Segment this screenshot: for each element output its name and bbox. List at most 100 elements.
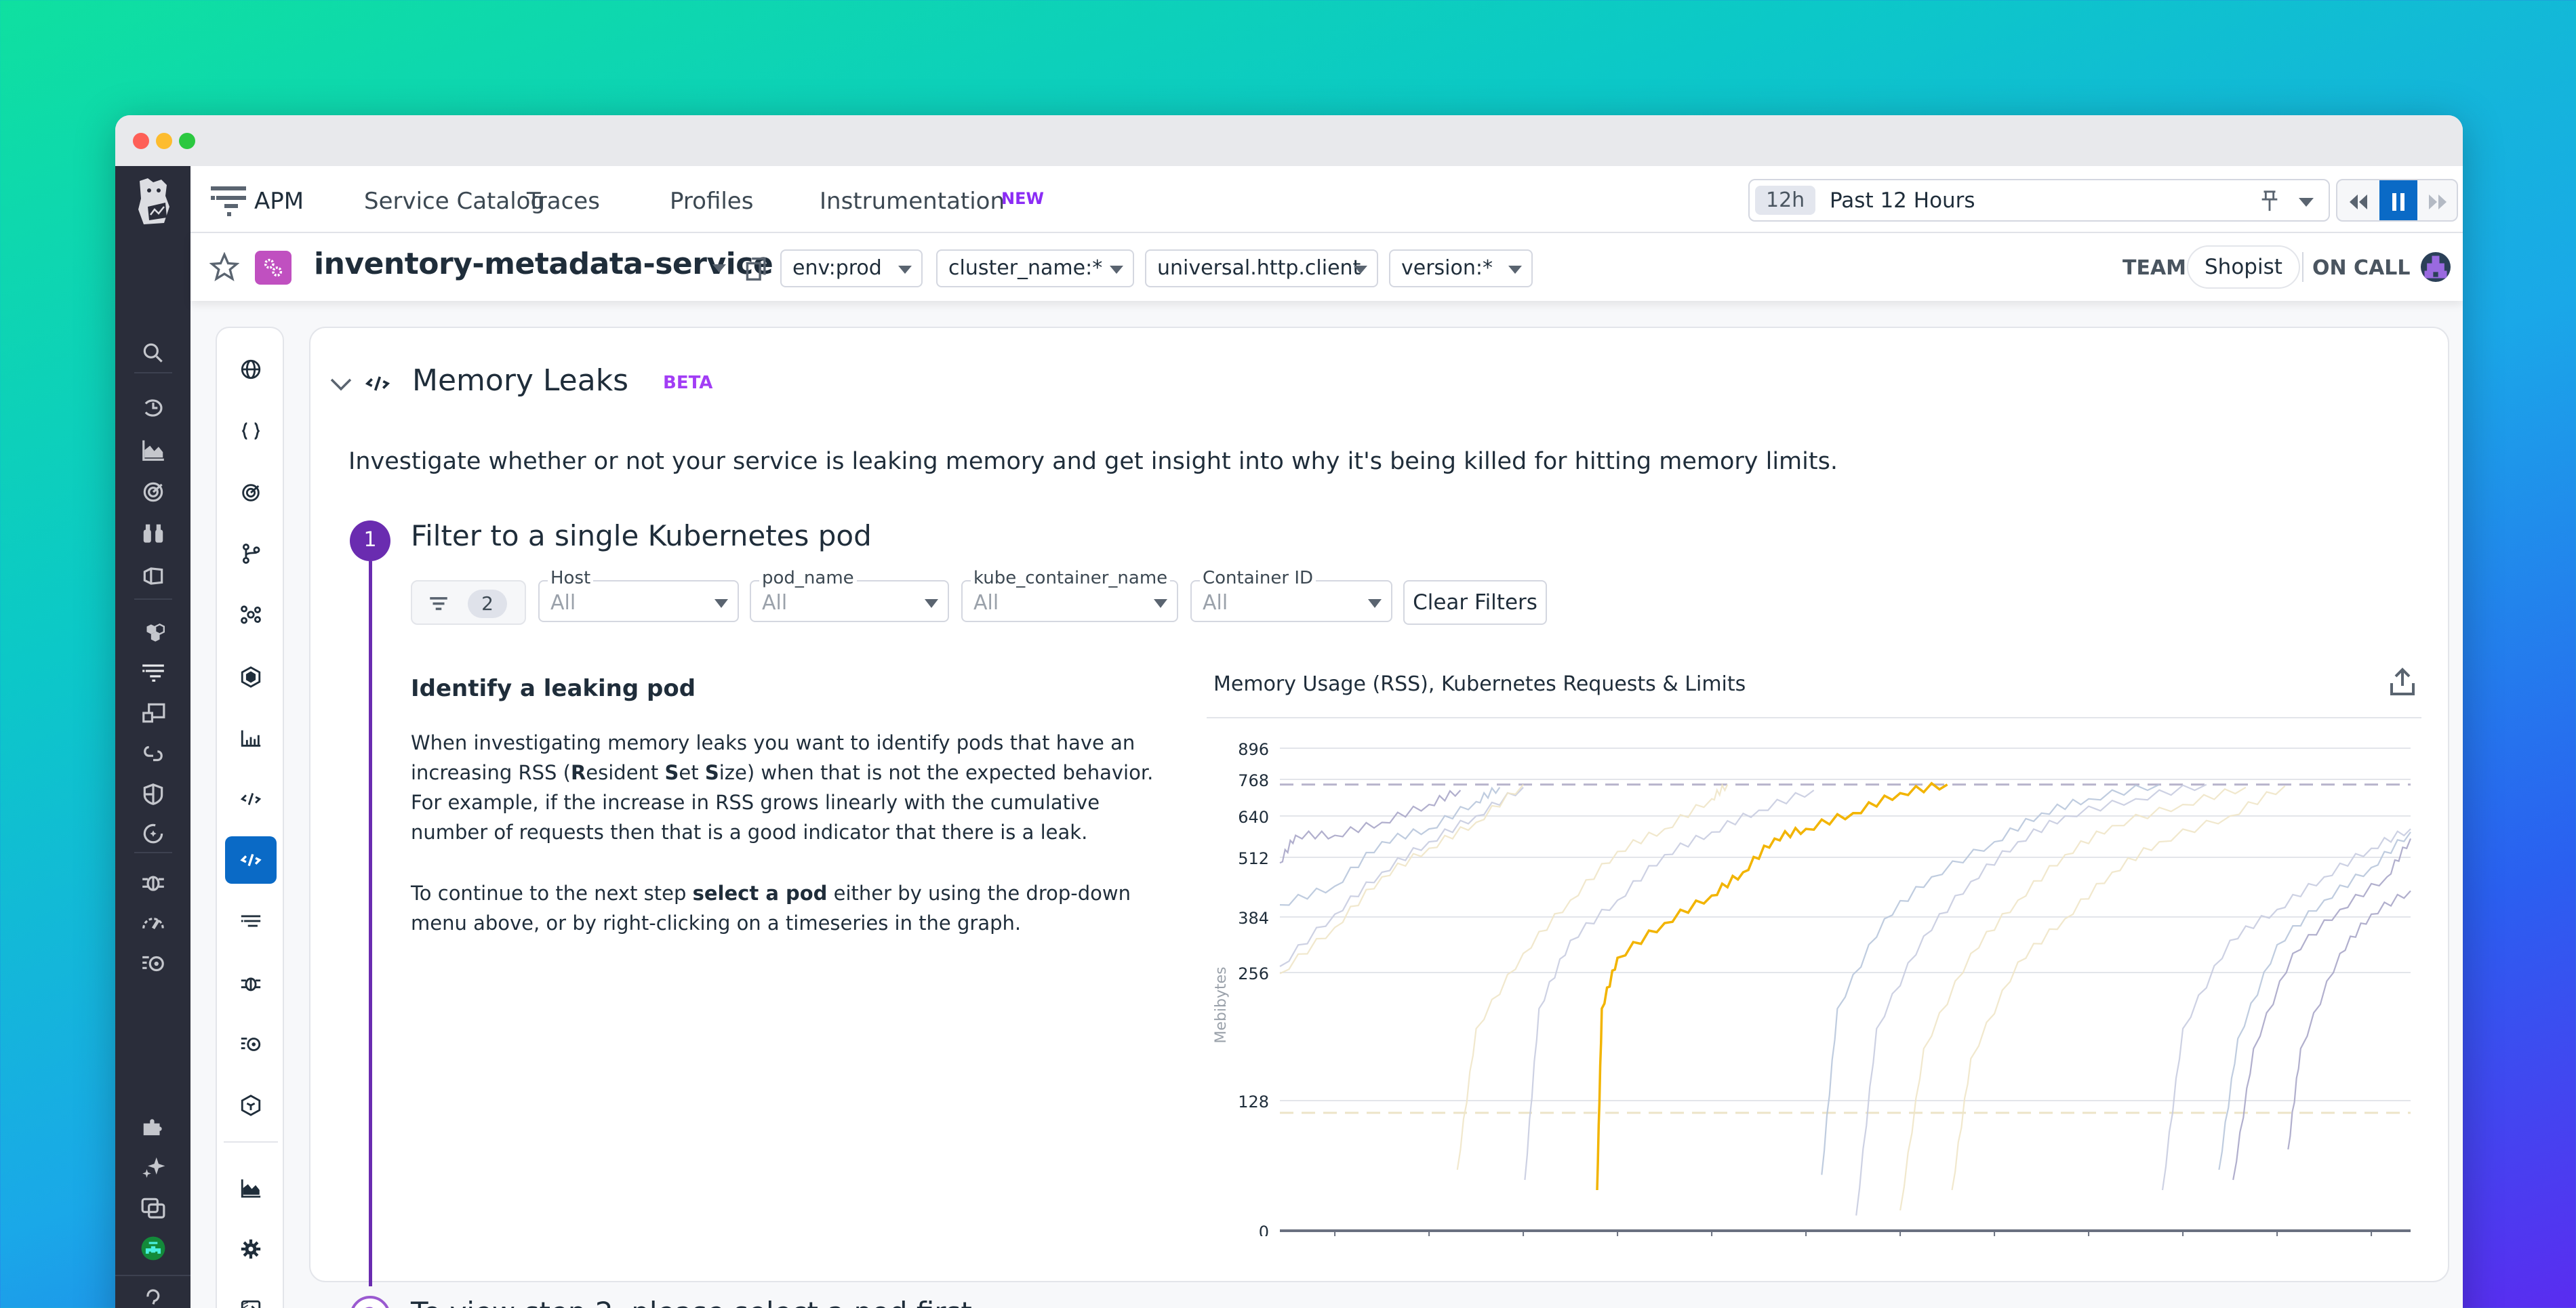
playback-controls <box>2336 179 2458 222</box>
time-range-badge: 12h <box>1755 186 1816 215</box>
bits-ai-sparkle-icon[interactable] <box>139 1153 167 1181</box>
pod-name-select[interactable]: pod_name All <box>750 568 949 622</box>
security-shield-icon[interactable] <box>139 780 167 809</box>
svg-text:512: 512 <box>1238 849 1269 868</box>
version-filter[interactable]: version:* <box>1389 249 1533 287</box>
section-title: Memory Leaks <box>412 363 629 398</box>
memory-leaks-panel: Memory Leaks BETA Investigate whether or… <box>309 327 2449 1308</box>
rail-metrics-bars-icon[interactable] <box>225 714 277 762</box>
memory-usage-chart[interactable]: 0128256384512640768896Mebibytes05:0006:0… <box>1207 721 2427 1236</box>
svg-text:Mebibytes: Mebibytes <box>1213 966 1230 1043</box>
team-label: TEAM <box>2122 256 2187 280</box>
datadog-logo-icon[interactable] <box>133 176 174 227</box>
copy-icon[interactable] <box>745 256 768 282</box>
services-hexagons-icon[interactable] <box>139 619 167 647</box>
rail-settings-gear-icon[interactable] <box>225 1225 277 1273</box>
tab-profiles[interactable]: Profiles <box>670 188 754 215</box>
service-name[interactable]: inventory-metadata-service <box>314 247 773 281</box>
close-window-button[interactable] <box>133 133 149 149</box>
global-sidebar <box>115 166 190 1308</box>
rail-profiling-icon[interactable] <box>225 775 277 823</box>
apm-top-nav: APM Service Catalog Traces Profiles Inst… <box>190 166 2463 233</box>
rail-code-braces-icon[interactable] <box>225 407 277 455</box>
pin-icon[interactable] <box>2259 190 2280 213</box>
minimize-window-button[interactable] <box>156 133 172 149</box>
memory-leaks-icon <box>365 376 390 391</box>
rail-monitors-icon[interactable] <box>225 469 277 516</box>
rail-dashboards-icon[interactable] <box>225 1164 277 1212</box>
integrations-link-icon[interactable] <box>139 739 167 768</box>
apm-icon[interactable] <box>139 657 167 685</box>
help-icon[interactable] <box>139 1286 167 1308</box>
ai-observability-icon[interactable] <box>139 819 167 848</box>
step-2-indicator: 2 <box>350 1296 390 1308</box>
service-page-rail <box>216 327 284 1308</box>
rail-security-icon[interactable] <box>225 1082 277 1129</box>
svg-text:128: 128 <box>1238 1092 1269 1111</box>
chevron-down-icon[interactable] <box>2299 198 2314 207</box>
rail-dependencies-icon[interactable] <box>225 591 277 638</box>
rewind-button[interactable] <box>2337 180 2379 220</box>
rail-traces-icon[interactable] <box>225 897 277 945</box>
cluster-name-filter[interactable]: cluster_name:* <box>936 249 1134 287</box>
divider <box>2302 252 2303 282</box>
time-range-picker[interactable]: 12h Past 12 Hours <box>1748 179 2330 222</box>
kube-container-name-select-label: kube_container_name <box>971 568 1171 588</box>
tab-service-catalog[interactable]: Service Catalog <box>364 188 546 215</box>
rail-memory-leaks-icon[interactable] <box>225 836 277 884</box>
rail-infrastructure-hexagon-icon[interactable] <box>225 653 277 701</box>
notebooks-icon[interactable] <box>139 1193 167 1222</box>
integrations-puzzle-icon[interactable] <box>139 1113 167 1142</box>
pod-name-select-label: pod_name <box>759 568 857 588</box>
monitors-icon[interactable] <box>139 478 167 506</box>
chevron-down-icon <box>1508 266 1522 274</box>
container-id-select[interactable]: Container ID All <box>1190 568 1392 622</box>
watchdog-binoculars-icon[interactable] <box>139 520 167 548</box>
rail-errors-bug-icon[interactable] <box>225 960 277 1007</box>
operation-filter[interactable]: universal.http.client <box>1145 249 1378 287</box>
divider <box>1207 717 2421 718</box>
clear-filters-button[interactable]: Clear Filters <box>1403 580 1547 625</box>
host-select[interactable]: Host All <box>538 568 739 622</box>
tab-apm[interactable]: APM <box>254 188 304 215</box>
service-dropdown-caret-icon[interactable] <box>712 264 726 272</box>
rail-expand-panel-icon[interactable] <box>225 1286 277 1308</box>
maximize-window-button[interactable] <box>179 133 195 149</box>
error-tracking-bug-icon[interactable] <box>139 868 167 897</box>
performance-gauge-icon[interactable] <box>139 909 167 937</box>
fast-forward-button[interactable] <box>2417 180 2457 220</box>
rail-deployments-branch-icon[interactable] <box>225 530 277 577</box>
search-icon[interactable] <box>139 339 167 367</box>
step-1-indicator: 1 <box>350 520 390 561</box>
collapse-chevron-icon[interactable] <box>329 377 353 392</box>
rail-overview-globe-icon[interactable] <box>225 346 277 393</box>
tab-instrumentation[interactable]: Instrumentation <box>820 188 1005 215</box>
env-filter-label: env:prod <box>792 256 882 280</box>
tab-traces[interactable]: Traces <box>527 188 600 215</box>
leak-explanation-text: When investigating memory leaks you want… <box>411 731 1154 844</box>
on-call-avatar[interactable] <box>2421 252 2451 282</box>
chevron-down-icon <box>1154 599 1167 608</box>
pause-button[interactable] <box>2379 180 2417 220</box>
log-explorer-icon[interactable] <box>139 949 167 978</box>
host-select-value: All <box>550 591 576 615</box>
recent-history-icon[interactable] <box>139 394 167 422</box>
chevron-down-icon <box>898 266 912 274</box>
infrastructure-icon[interactable] <box>139 562 167 590</box>
chevron-down-icon <box>715 599 728 608</box>
chevron-down-icon <box>1110 266 1123 274</box>
dashboards-icon[interactable] <box>139 436 167 464</box>
user-avatar[interactable] <box>139 1234 167 1263</box>
export-share-icon[interactable] <box>2389 667 2416 697</box>
rail-logs-icon[interactable] <box>225 1021 277 1068</box>
kube-container-name-select[interactable]: kube_container_name All <box>961 568 1178 622</box>
digital-experience-icon[interactable] <box>139 699 167 727</box>
team-pill[interactable]: Shopist <box>2187 245 2300 289</box>
title-bar <box>115 115 2463 166</box>
env-filter[interactable]: env:prod <box>780 249 923 287</box>
favorite-star-icon[interactable] <box>209 252 239 282</box>
step-1-title: Filter to a single Kubernetes pod <box>411 519 872 552</box>
chevron-down-icon <box>925 599 938 608</box>
service-type-icon <box>255 251 291 285</box>
filter-count-button[interactable]: 2 <box>411 580 526 625</box>
